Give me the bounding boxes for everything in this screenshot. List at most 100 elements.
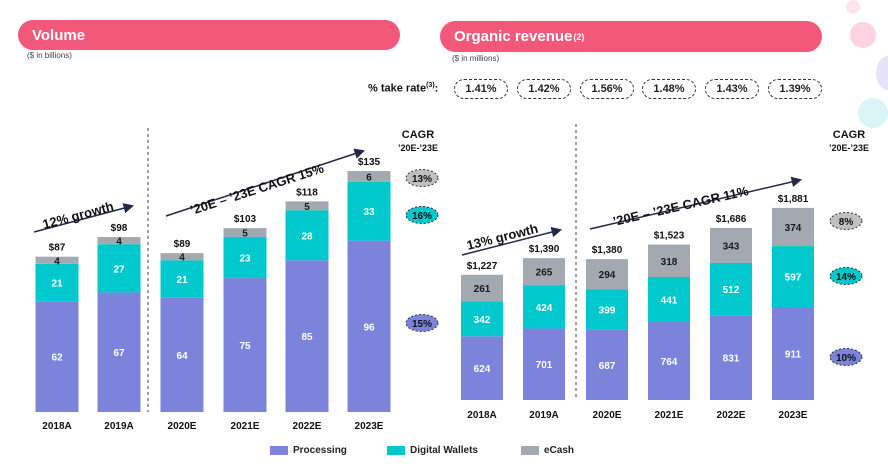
revenue-category-label: 2020E <box>593 410 622 421</box>
legend-swatch-processing <box>270 446 288 455</box>
revenue-data-label: 374 <box>785 223 802 234</box>
legend-label-ecash: eCash <box>544 445 575 456</box>
volume-data-label: 28 <box>301 231 313 242</box>
volume-category-label: 2020E <box>168 421 197 432</box>
revenue-bar-digital-wallets-2019A <box>523 285 565 329</box>
volume-bar-processing-2022E <box>285 260 329 412</box>
volume-bar-digital-wallets-2023E <box>347 181 391 241</box>
revenue-cagr-period: ’20E-’23E <box>829 143 869 153</box>
legend-label-processing: Processing <box>293 445 347 456</box>
revenue-data-label: 764 <box>661 357 678 368</box>
revenue-bar-digital-wallets-2018A <box>461 301 503 337</box>
volume-total-label: $135 <box>358 157 381 168</box>
volume-category-label: 2019A <box>104 421 133 432</box>
revenue-data-label: 911 <box>785 350 802 361</box>
volume-data-label: 23 <box>239 254 251 265</box>
volume-total-label: $87 <box>49 243 66 254</box>
revenue-bar-processing-2018A <box>461 336 503 400</box>
revenue-total-label: $1,227 <box>467 261 498 272</box>
volume-data-label: 21 <box>51 279 63 290</box>
revenue-data-label: 294 <box>599 270 616 281</box>
revenue-total-label: $1,380 <box>592 245 623 256</box>
volume-data-label: 67 <box>113 348 125 359</box>
revenue-category-label: 2022E <box>717 410 746 421</box>
volume-total-label: $103 <box>234 214 257 225</box>
volume-bar-ecash-2021E <box>223 228 267 238</box>
volume-cagr-processing-badge <box>405 314 439 332</box>
revenue-bar-processing-2019A <box>523 328 565 400</box>
volume-data-label: 64 <box>176 351 188 362</box>
volume-bar-processing-2021E <box>223 278 267 412</box>
volume-data-label: 4 <box>116 237 122 248</box>
revenue-data-label: 342 <box>474 315 491 326</box>
volume-total-label: $98 <box>111 223 128 234</box>
revenue-cagr-ecash: 8% <box>839 217 854 228</box>
revenue-total-label: $1,523 <box>654 231 685 242</box>
revenue-category-label: 2019A <box>529 410 558 421</box>
revenue-bar-ecash-2022E <box>710 227 752 263</box>
volume-data-label: 21 <box>176 275 188 286</box>
revenue-bar-ecash-2020E <box>586 259 628 290</box>
volume-cagr-period: ’20E-’23E <box>398 143 438 153</box>
revenue-data-label: 424 <box>536 303 553 314</box>
legend-wallets: Digital Wallets <box>387 445 478 456</box>
take-rate-pill: 1.41% <box>454 79 508 99</box>
volume-hist-arrow <box>33 203 135 233</box>
volume-category-label: 2023E <box>355 421 384 432</box>
revenue-banner: Organic revenue (2) <box>440 21 822 52</box>
revenue-data-label: 343 <box>723 241 740 252</box>
volume-bar-digital-wallets-2022E <box>285 210 329 261</box>
revenue-data-label: 512 <box>723 285 740 296</box>
volume-hist-growth: 12% growth <box>41 199 115 232</box>
take-rate-pill: 1.42% <box>517 79 571 99</box>
volume-data-label: 96 <box>363 322 375 333</box>
revenue-data-label: 624 <box>474 364 491 375</box>
volume-bar-ecash-2020E <box>160 253 204 261</box>
revenue-hist-arrow <box>461 226 563 256</box>
revenue-data-label: 687 <box>599 361 616 372</box>
volume-bar-processing-2018A <box>35 301 79 412</box>
revenue-total-label: $1,686 <box>716 214 747 225</box>
revenue-bar-ecash-2021E <box>648 244 690 278</box>
take-rate-pill: 1.39% <box>768 79 822 99</box>
legend-swatch-wallets <box>387 446 405 455</box>
volume-bar-processing-2019A <box>97 292 141 412</box>
take-rate-pill: 1.43% <box>705 79 759 99</box>
volume-data-label: 5 <box>242 229 248 240</box>
revenue-title: Organic revenue <box>454 28 573 45</box>
revenue-bar-processing-2020E <box>586 329 628 400</box>
decorative-circle <box>850 22 876 48</box>
volume-cagr-ecash: 13% <box>412 174 432 185</box>
revenue-data-label: 701 <box>536 360 553 371</box>
revenue-data-label: 831 <box>723 354 740 365</box>
revenue-proj-arrow <box>589 176 803 230</box>
revenue-bar-digital-wallets-2021E <box>648 277 690 323</box>
volume-bar-ecash-2019A <box>97 237 141 245</box>
volume-data-label: 27 <box>113 264 125 275</box>
legend-ecash: eCash <box>521 445 574 456</box>
revenue-bar-ecash-2018A <box>461 274 503 302</box>
revenue-cagr-header: CAGR <box>833 129 865 141</box>
revenue-unit: ($ in millions) <box>452 54 500 63</box>
revenue-data-label: 265 <box>536 268 553 279</box>
volume-category-label: 2022E <box>293 421 322 432</box>
volume-cagr-header: CAGR <box>402 129 434 141</box>
revenue-cagr-processing-badge <box>829 348 863 366</box>
revenue-cagr-processing: 10% <box>836 353 856 364</box>
volume-bar-digital-wallets-2018A <box>35 263 79 302</box>
take-rate-pill: 1.56% <box>580 79 634 99</box>
revenue-cagr-wallets: 14% <box>836 272 856 283</box>
revenue-cagr-ecash-badge <box>829 212 863 230</box>
revenue-category-label: 2021E <box>655 410 684 421</box>
volume-bar-ecash-2022E <box>285 201 329 211</box>
legend-swatch-ecash <box>521 446 539 455</box>
volume-bar-digital-wallets-2021E <box>223 237 267 279</box>
revenue-bar-ecash-2019A <box>523 258 565 286</box>
volume-cagr-ecash-badge <box>405 169 439 187</box>
revenue-cagr-wallets-badge <box>829 267 863 285</box>
volume-bar-digital-wallets-2019A <box>97 244 141 293</box>
volume-cagr-wallets: 16% <box>412 211 432 222</box>
revenue-data-label: 597 <box>785 273 802 284</box>
volume-bar-digital-wallets-2020E <box>160 260 204 298</box>
revenue-bar-processing-2021E <box>648 322 690 400</box>
